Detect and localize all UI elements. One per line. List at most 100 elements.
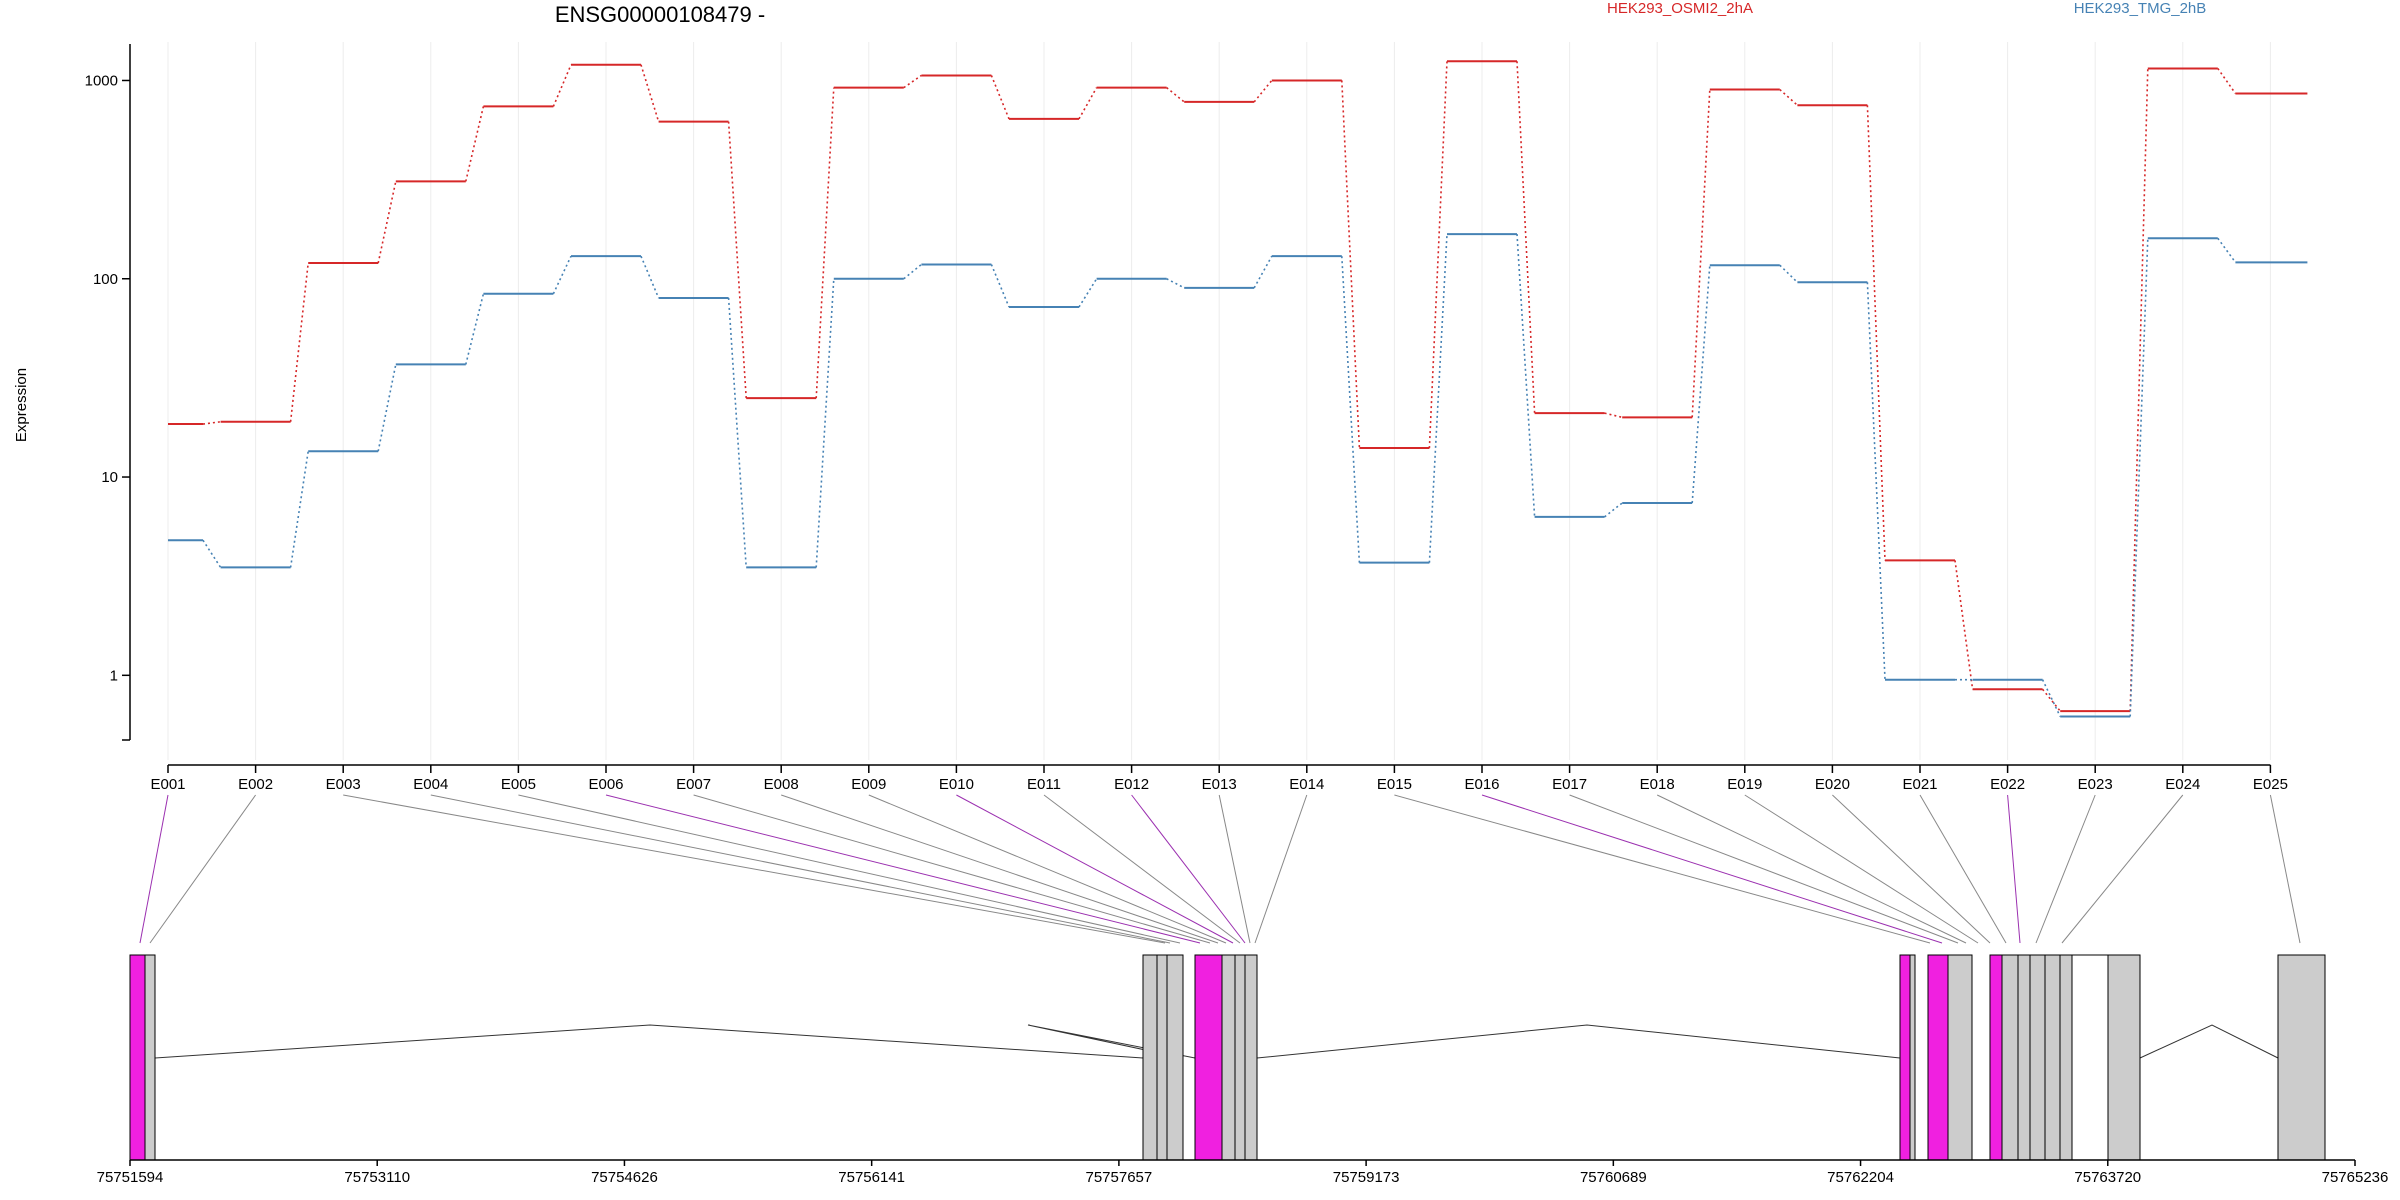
x-tick-label: E018 <box>1640 776 1675 793</box>
coordinate-tick-label: 75757657 <box>1086 1169 1153 1186</box>
y-axis: 1 10 100 1000 <box>85 44 131 741</box>
series-connector <box>640 255 660 299</box>
exon-connector <box>2061 794 2184 944</box>
x-tick-label: E017 <box>1552 776 1587 793</box>
exon-connector <box>2035 794 2096 944</box>
series-connector <box>202 539 222 568</box>
exon-connector <box>1744 794 1979 944</box>
series-connector <box>377 181 397 264</box>
series-connector <box>1341 80 1361 449</box>
exon-block-e019 <box>2029 954 2046 1161</box>
exon-block-e020 <box>2044 954 2061 1161</box>
series-connector <box>1253 255 1273 289</box>
exon-connector <box>956 794 1234 944</box>
series-connector <box>1166 87 1185 103</box>
gene-track <box>129 954 2326 1161</box>
exon-connector <box>1569 794 1959 944</box>
intron-line <box>154 1024 1144 1059</box>
series-b <box>168 233 2308 718</box>
x-tick-label: E022 <box>1990 776 2025 793</box>
series-connector <box>1253 79 1273 103</box>
exon-block-e013 <box>1947 954 1973 1161</box>
exon-connector <box>430 794 1171 944</box>
exon-connector <box>1218 794 1251 944</box>
series-connector <box>1779 264 1798 283</box>
coordinate-axis: 75751594 75753110 75754626 75756141 75757657… <box>97 1159 2388 1186</box>
y-tick-label: 1 <box>110 667 118 684</box>
x-tick-label: E015 <box>1377 776 1412 793</box>
x-tick-label: E011 <box>1027 776 1061 793</box>
exon-block-e025 <box>2277 954 2326 1161</box>
y-tick-label: 10 <box>101 469 118 486</box>
coordinate-tick-label: 75760689 <box>1580 1169 1647 1186</box>
exon-connector <box>781 794 1219 944</box>
series-connector <box>1604 412 1623 419</box>
x-tick-label: E002 <box>238 776 273 793</box>
exon-block-e006 <box>1194 954 1223 1161</box>
x-tick-label: E021 <box>1902 776 1937 793</box>
exon-connector <box>1131 794 1246 944</box>
y-tick-label: 100 <box>93 271 118 288</box>
series-connector <box>202 420 221 425</box>
exon-connector <box>343 794 1166 944</box>
exon-connector <box>1394 794 1931 944</box>
x-tick-label: E016 <box>1464 776 1499 793</box>
coordinate-tick-label: 75759173 <box>1333 1169 1400 1186</box>
series-layer <box>168 60 2308 718</box>
exon-block-e011 <box>1909 954 1916 1161</box>
chart-title: ENSG00000108479 - <box>555 2 765 27</box>
exon-connector <box>2007 794 2021 944</box>
coordinate-tick-label: 75756141 <box>838 1169 905 1186</box>
x-tick-label: E023 <box>2078 776 2113 793</box>
x-tick-label: E007 <box>676 776 711 793</box>
series-connector <box>1691 89 1711 418</box>
series-connector <box>815 87 835 399</box>
series-connector <box>1954 560 1974 690</box>
x-tick-label: E003 <box>326 776 361 793</box>
series-connector <box>2129 68 2149 712</box>
exon-connector <box>1919 794 2007 944</box>
exon-block-e001 <box>129 954 146 1161</box>
exon-block-e010 <box>1899 954 1911 1161</box>
coordinate-tick-label: 75754626 <box>591 1169 658 1186</box>
legend-entry-b: HEK293_TMG_2hB <box>2074 0 2207 17</box>
exon-block-e003 <box>1142 954 1158 1161</box>
series-connector <box>2041 688 2061 712</box>
series-connector <box>815 278 835 568</box>
exon-connectors <box>139 794 2301 944</box>
series-connector <box>640 64 660 122</box>
series-connector <box>465 293 485 365</box>
series-connector <box>990 75 1010 120</box>
series-connector <box>1516 61 1536 414</box>
series-connector <box>2217 237 2237 263</box>
exon-connector <box>1481 794 1943 944</box>
x-tick-label: E012 <box>1114 776 1149 793</box>
exon-connector <box>605 794 1201 944</box>
x-tick-label: E005 <box>501 776 536 793</box>
series-connector <box>465 106 485 182</box>
exon-block-e024 <box>2107 954 2141 1161</box>
exon-connector <box>149 794 257 944</box>
exon-block-e009 <box>1244 954 1258 1161</box>
exon-connector <box>1254 794 1308 944</box>
series-connector <box>1866 282 1886 680</box>
exon-connector <box>1832 794 1991 944</box>
exon-block-e017 <box>2001 954 2019 1161</box>
x-tick-label: E004 <box>413 776 448 793</box>
x-tick-label: E024 <box>2165 776 2200 793</box>
x-tick-label: E013 <box>1202 776 1237 793</box>
series-connector <box>289 451 309 568</box>
series-connector <box>1428 234 1448 563</box>
series-connector <box>1078 87 1098 120</box>
exon-block-e018 <box>2017 954 2031 1161</box>
x-tick-label: E014 <box>1289 776 1324 793</box>
legend-entry-a: HEK293_OSMI2_2hA <box>1607 0 1753 17</box>
exon-connector <box>1656 794 1967 944</box>
exon-block-e005 <box>1166 954 1184 1161</box>
series-connector <box>2217 67 2237 94</box>
exon-block-e004 <box>1156 954 1168 1161</box>
series-connector <box>1866 105 1886 561</box>
series-connector <box>903 74 922 89</box>
series-connector <box>552 255 572 295</box>
